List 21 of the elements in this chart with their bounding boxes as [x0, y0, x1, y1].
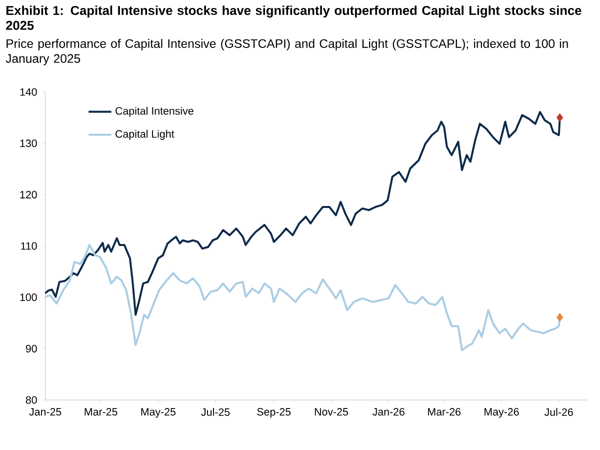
x-tick-label: May-25 [141, 408, 176, 418]
x-tick-label: Mar-26 [428, 408, 461, 416]
chart-subtitle: Price performance of Capital Intensive (GSSTCAPI) and Capital Light (GSSTCAPL); indexed to 100 in January 2025 [6, 38, 568, 66]
y-tick-label: 100 [20, 294, 37, 302]
y-tick-label: 90 [26, 344, 37, 352]
y-tick-label: 130 [20, 140, 37, 148]
x-tick-label: Jan-26 [372, 408, 404, 416]
x-tick-label: May-26 [484, 408, 519, 418]
x-tick-label: Jan-25 [29, 408, 62, 416]
x-tick-label: Jul-26 [544, 408, 573, 416]
legend-label: Capital Light [116, 130, 174, 140]
y-tick-label: 140 [20, 88, 37, 96]
x-tick-label: Nov-25 [314, 408, 348, 416]
y-tick-label: 80 [26, 396, 37, 404]
x-tick-label: Mar-25 [84, 408, 118, 416]
y-tick-label: 120 [20, 190, 37, 198]
chart-title: Exhibit 1: Capital Intensive stocks have significantly outperformed Capital Light stocks since 2025 [6, 6, 582, 30]
x-tick-label: Jul-25 [201, 408, 230, 416]
x-tick-label: Sep-25 [257, 408, 291, 418]
y-tick-label: 110 [21, 242, 37, 250]
legend-label: Capital Intensive [116, 106, 194, 117]
